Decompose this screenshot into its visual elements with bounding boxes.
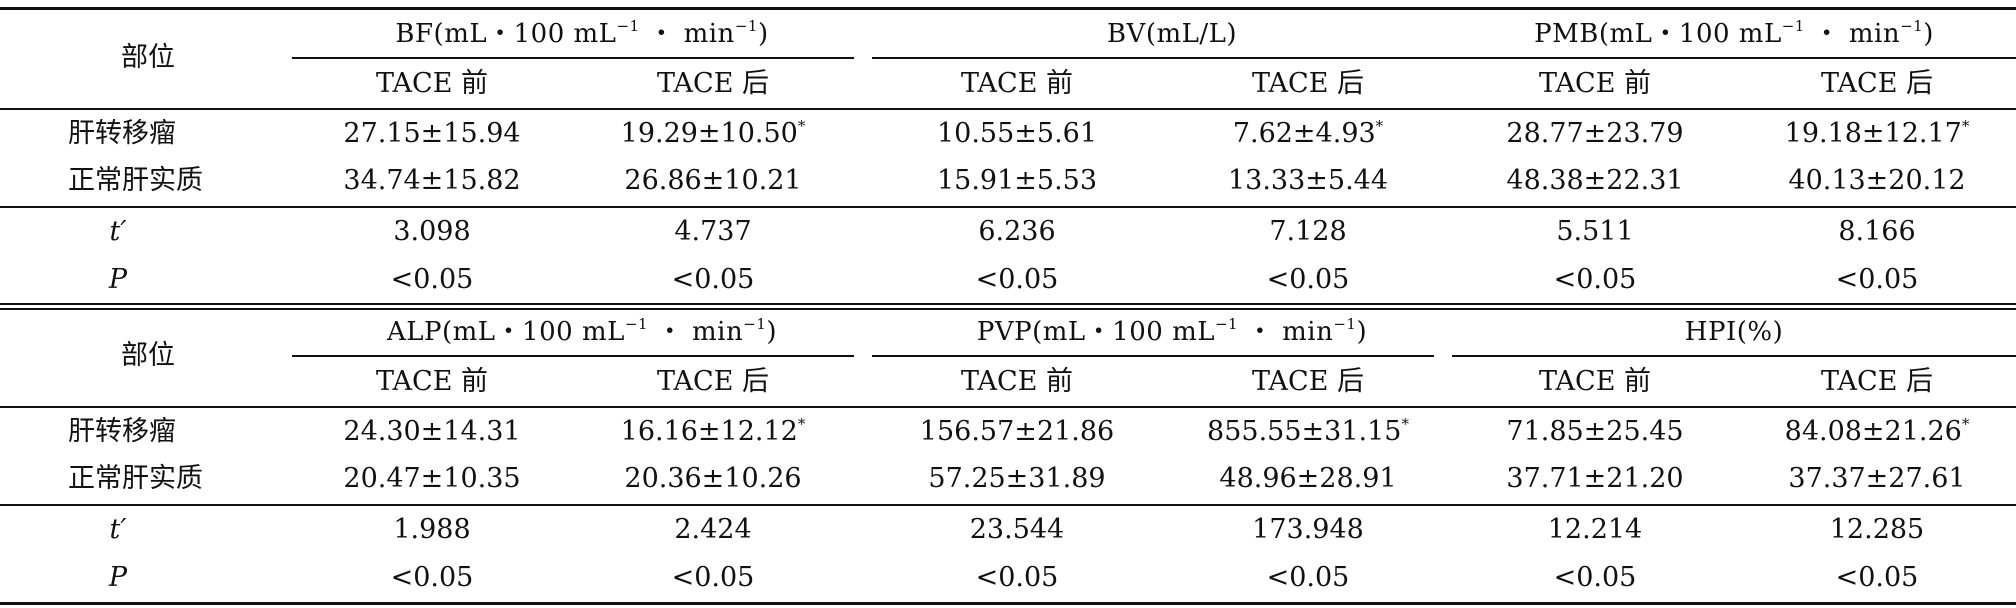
subhead: TACE 前: [376, 68, 488, 99]
table-cell: 48.38±22.31: [1506, 165, 1684, 196]
subhead: TACE 后: [1821, 366, 1933, 397]
table-cell: <0.05: [1266, 264, 1350, 295]
table-cell: <0.05: [1553, 562, 1637, 593]
row-label: 正常肝实质: [68, 463, 203, 494]
subhead: TACE 后: [657, 366, 769, 397]
table-cell: <0.05: [1266, 562, 1350, 593]
group-underline: [872, 355, 1434, 357]
table-cell: 48.96±28.91: [1219, 463, 1397, 494]
table-cell: <0.05: [1835, 562, 1919, 593]
group-underline: [292, 355, 854, 357]
table-cell: 13.33±5.44: [1227, 165, 1389, 196]
subhead: TACE 后: [1821, 68, 1933, 99]
table-cell: 37.71±21.20: [1506, 463, 1684, 494]
body-rule: [0, 504, 2016, 506]
subhead: TACE 前: [1539, 68, 1651, 99]
table-cell: 6.236: [978, 216, 1056, 247]
table-cell: 12.285: [1829, 514, 1925, 545]
table-cell: 5.511: [1556, 216, 1634, 247]
subhead: TACE 后: [1252, 366, 1364, 397]
table-cell: 2.424: [674, 514, 752, 545]
subhead: TACE 前: [961, 366, 1073, 397]
row-label: 正常肝实质: [68, 165, 203, 196]
table-cell: 19.29±10.50*: [620, 117, 806, 149]
group-title-hpi: HPI(%): [1684, 317, 1784, 347]
table-cell: 19.18±12.17*: [1784, 117, 1970, 149]
stat-label-p: P: [108, 562, 128, 593]
subhead: TACE 前: [376, 366, 488, 397]
table-cell: 173.948: [1252, 514, 1364, 545]
table-cell: 855.55±31.15*: [1207, 415, 1409, 447]
table-cell: 7.128: [1269, 216, 1347, 247]
block-separator: [0, 308, 2016, 310]
table-cell: <0.05: [671, 264, 755, 295]
header-rule: [0, 406, 2016, 408]
table-cell: <0.05: [1835, 264, 1919, 295]
table-cell: 3.098: [393, 216, 471, 247]
group-underline: [1452, 57, 2016, 59]
subhead: TACE 后: [657, 68, 769, 99]
table-cell: 27.15±15.94: [343, 118, 521, 149]
table-cell: 57.25±31.89: [928, 463, 1106, 494]
table-cell: 26.86±10.21: [624, 165, 802, 196]
group-title-alp: ALP(mL・100 mL−1 ・ min−1): [386, 315, 778, 348]
stat-label-t: t′: [109, 514, 127, 545]
group-title-pvp: PVP(mL・100 mL−1 ・ min−1): [976, 315, 1368, 348]
subhead: TACE 前: [1539, 366, 1651, 397]
group-underline: [1452, 355, 2016, 357]
table-cell: 37.37±27.61: [1788, 463, 1966, 494]
body-rule: [0, 206, 2016, 208]
table-cell: 156.57±21.86: [919, 416, 1115, 447]
row-label: 肝转移瘤: [68, 118, 176, 149]
group-title-pmb: PMB(mL・100 mL−1 ・ min−1): [1534, 17, 1934, 50]
table-cell: <0.05: [975, 264, 1059, 295]
table-cell: 1.988: [393, 514, 471, 545]
table-cell: 7.62±4.93*: [1232, 117, 1384, 149]
table-cell: 20.47±10.35: [343, 463, 521, 494]
table-cell: 28.77±23.79: [1506, 118, 1684, 149]
subhead: TACE 后: [1252, 68, 1364, 99]
header-rule: [0, 108, 2016, 110]
header-site-label: 部位: [121, 340, 175, 371]
table-cell: 10.55±5.61: [936, 118, 1098, 149]
bottom-rule: [0, 602, 2016, 605]
group-title-bf: BF(mL・100 mL−1 ・ min−1): [395, 17, 769, 50]
table-cell: 34.74±15.82: [343, 165, 521, 196]
subhead: TACE 前: [961, 68, 1073, 99]
table-cell: <0.05: [671, 562, 755, 593]
table-cell: 16.16±12.12*: [620, 415, 806, 447]
row-label: 肝转移瘤: [68, 416, 176, 447]
block-separator: [0, 303, 2016, 305]
table-cell: 12.214: [1547, 514, 1643, 545]
stat-label-p: P: [108, 264, 128, 295]
table-cell: <0.05: [390, 562, 474, 593]
group-underline: [292, 57, 854, 59]
table-cell: 4.737: [674, 216, 752, 247]
table-cell: <0.05: [390, 264, 474, 295]
table-cell: 84.08±21.26*: [1784, 415, 1970, 447]
top-rule: [0, 7, 2016, 10]
group-underline: [872, 57, 1472, 59]
table-cell: 40.13±20.12: [1788, 165, 1966, 196]
table-cell: 23.544: [969, 514, 1065, 545]
header-site-label: 部位: [121, 42, 175, 73]
stat-label-t: t′: [109, 216, 127, 247]
table-cell: 15.91±5.53: [936, 165, 1098, 196]
group-title-bv: BV(mL/L): [1106, 19, 1238, 49]
table-cell: <0.05: [975, 562, 1059, 593]
table-cell: 24.30±14.31: [343, 416, 521, 447]
table-cell: 71.85±25.45: [1506, 416, 1684, 447]
table-cell: 20.36±10.26: [624, 463, 802, 494]
table-cell: 8.166: [1838, 216, 1916, 247]
table-cell: <0.05: [1553, 264, 1637, 295]
